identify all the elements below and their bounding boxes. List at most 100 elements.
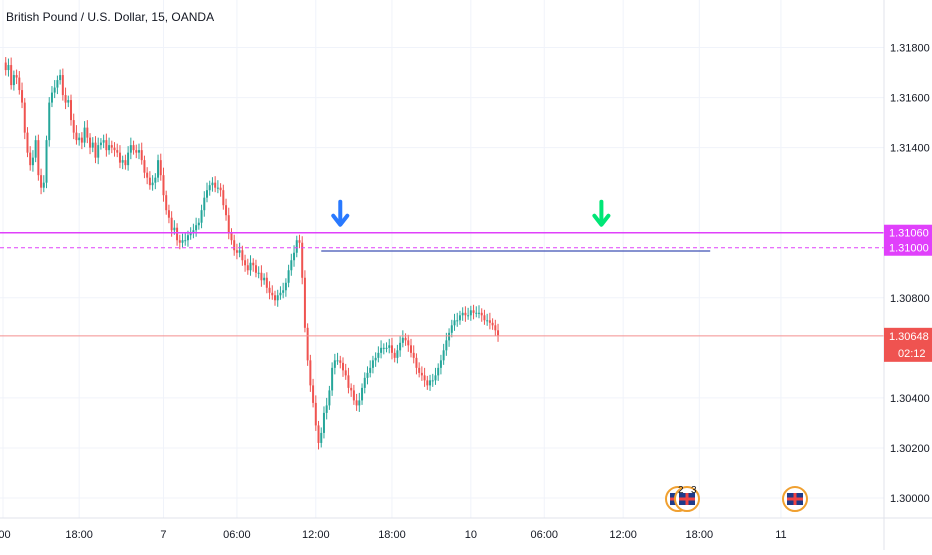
candle-body [293, 252, 296, 261]
candle-body [189, 232, 192, 236]
candle-body [214, 182, 217, 188]
chart-title: British Pound / U.S. Dollar, 15, OANDA [6, 10, 215, 24]
candle-body [91, 142, 94, 148]
candle-body [276, 295, 279, 301]
candle-body [146, 172, 149, 178]
candle-body [165, 195, 168, 211]
candle-body [390, 345, 393, 353]
x-tick-label: 18:00 [378, 529, 406, 541]
candle-body [350, 387, 353, 391]
candle-body [252, 262, 255, 266]
candle-body [429, 380, 432, 386]
candle-body [407, 340, 410, 346]
candle-body [263, 277, 266, 281]
x-tick-label: 12:00 [609, 529, 637, 541]
candle-body [129, 145, 132, 153]
candle-body [355, 400, 358, 406]
candle-body [78, 137, 81, 141]
candle-body [415, 357, 418, 368]
candle-body [380, 347, 383, 353]
candle-body [233, 240, 236, 251]
candle-body [363, 377, 366, 388]
event-marker-label: 3 [691, 485, 697, 496]
candle-body [61, 75, 64, 96]
candle-body [371, 360, 374, 368]
candle-body [246, 265, 249, 271]
x-tick-label: 12:00 [302, 529, 330, 541]
candle-body [80, 137, 83, 143]
event-flag-icon [674, 486, 700, 512]
candle-body [478, 312, 480, 314]
candle-body [59, 75, 62, 81]
x-tick-label: :00 [0, 529, 11, 541]
candle-body [206, 190, 208, 198]
candle-body [124, 160, 127, 166]
candle-body [40, 175, 43, 188]
candle-body [369, 367, 372, 373]
candle-body [467, 315, 470, 317]
candle-body [23, 102, 26, 133]
candle-body [361, 387, 364, 401]
candle-body [453, 320, 456, 326]
candle-body [83, 127, 86, 143]
candle-body [260, 272, 263, 281]
candle-body [167, 210, 170, 218]
candle-body [301, 242, 304, 278]
candle-body [50, 92, 53, 103]
candle-body [108, 145, 111, 151]
candle-body [249, 262, 252, 271]
candle-body [121, 160, 124, 163]
candle-body [118, 152, 121, 163]
candle-body [15, 75, 18, 78]
candle-body [344, 370, 347, 376]
candle-body [184, 240, 187, 242]
candle-body [385, 347, 388, 349]
candle-body [113, 147, 116, 151]
candle-body [284, 282, 287, 291]
candle-body [399, 342, 402, 351]
candle-body [102, 140, 105, 143]
candle-body [456, 320, 459, 322]
candle-body [222, 190, 225, 206]
candle-body [317, 425, 320, 443]
current-price-label: 1.30648 [889, 331, 929, 343]
candle-body [480, 312, 483, 316]
candle-body [448, 332, 451, 341]
candle-body [99, 142, 102, 146]
candle-body [295, 240, 298, 253]
x-tick-label: 10 [465, 529, 477, 541]
x-tick-label: 18:00 [65, 529, 93, 541]
candle-body [208, 185, 211, 191]
current-price-tag [884, 327, 932, 362]
y-tick-label: 1.31400 [890, 143, 930, 155]
candle-body [105, 140, 108, 151]
candle-body [268, 287, 271, 293]
candle-body [274, 295, 276, 301]
candle-body [322, 412, 325, 433]
price-tag-label: 1.31060 [889, 228, 929, 240]
candle-body [469, 310, 472, 316]
candle-body [64, 95, 67, 103]
candle-body [230, 232, 233, 241]
candle-body [225, 205, 228, 216]
candle-body [486, 320, 489, 322]
candle-body [42, 182, 45, 188]
candle-body [404, 337, 407, 341]
candle-body [358, 400, 361, 406]
candle-body [227, 215, 230, 233]
candle-body [140, 150, 143, 161]
candle-body [303, 277, 306, 328]
candle-body [200, 210, 203, 223]
candle-body [110, 145, 113, 148]
candle-body [148, 177, 151, 186]
candle-body [423, 375, 426, 381]
candle-body [181, 240, 184, 243]
candle-body [458, 315, 461, 321]
candle-body [410, 345, 412, 353]
candle-body [442, 350, 445, 361]
candle-body [450, 325, 453, 333]
candle-body [53, 87, 56, 93]
price-tag [884, 239, 932, 256]
